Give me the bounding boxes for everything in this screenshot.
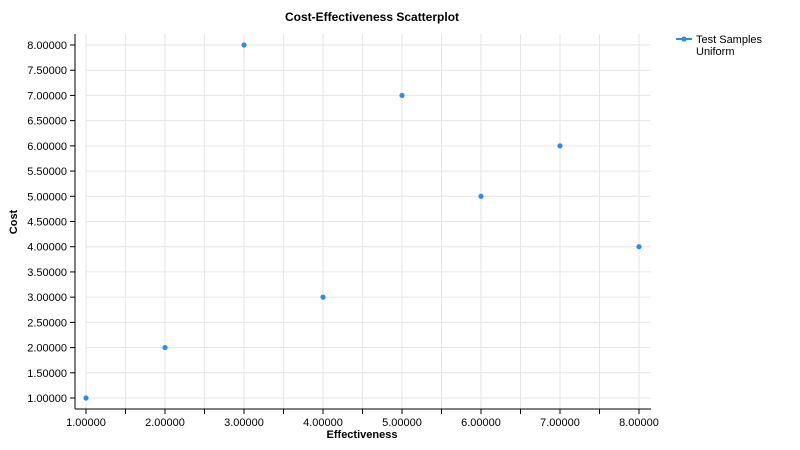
y-tick-label: 7.50000 bbox=[27, 65, 67, 77]
legend-marker-icon bbox=[681, 36, 687, 42]
y-tick-label: 2.50000 bbox=[27, 317, 67, 329]
x-tick-label: 6.00000 bbox=[461, 417, 501, 429]
y-tick-label: 5.00000 bbox=[27, 191, 67, 203]
data-point[interactable] bbox=[162, 344, 168, 351]
x-axis-label: Effectiveness bbox=[327, 429, 398, 441]
data-point[interactable] bbox=[399, 92, 405, 99]
y-axis-label: Cost bbox=[8, 209, 20, 234]
y-tick-label: 1.50000 bbox=[27, 368, 67, 380]
data-point[interactable] bbox=[557, 143, 563, 149]
y-tick-label: 4.00000 bbox=[27, 242, 67, 254]
y-tick-label: 3.50000 bbox=[27, 267, 67, 279]
legend-label: Uniform bbox=[696, 46, 735, 58]
data-point[interactable] bbox=[83, 395, 89, 401]
x-tick-label: 5.00000 bbox=[382, 417, 422, 429]
x-tick-label: 2.00000 bbox=[145, 417, 185, 429]
y-tick-label: 3.00000 bbox=[27, 292, 67, 304]
x-axis-ticks: 1.00000 2.00000 3.00000 4.00000 5.00000 6.000… bbox=[66, 409, 659, 429]
data-point[interactable] bbox=[636, 244, 642, 250]
chart-title: Cost-Effectiveness Scatterplot bbox=[285, 10, 459, 24]
data-points bbox=[83, 42, 642, 401]
chart-grid bbox=[85, 34, 651, 409]
x-tick-label: 4.00000 bbox=[303, 417, 343, 429]
x-tick-label: 3.00000 bbox=[224, 417, 264, 429]
data-point[interactable] bbox=[320, 294, 326, 300]
y-tick-label: 2.00000 bbox=[27, 343, 67, 355]
y-tick-label: 7.00000 bbox=[27, 90, 67, 102]
x-tick-label: 7.00000 bbox=[540, 417, 580, 429]
data-point[interactable] bbox=[478, 193, 484, 199]
x-tick-label: 8.00000 bbox=[619, 417, 659, 429]
y-axis-ticks: 1.00000 1.50000 2.00000 2.50000 3.00000 3.500… bbox=[27, 40, 75, 405]
y-tick-label: 1.00000 bbox=[27, 393, 67, 405]
y-tick-label: 6.50000 bbox=[27, 116, 67, 128]
x-tick-label: 1.00000 bbox=[66, 417, 106, 429]
y-tick-label: 6.00000 bbox=[27, 141, 67, 153]
legend-label: Test Samples bbox=[696, 34, 763, 46]
y-tick-label: 5.50000 bbox=[27, 166, 67, 178]
y-tick-label: 4.50000 bbox=[27, 217, 67, 229]
y-tick-label: 8.00000 bbox=[27, 40, 67, 52]
data-point[interactable] bbox=[241, 42, 247, 48]
